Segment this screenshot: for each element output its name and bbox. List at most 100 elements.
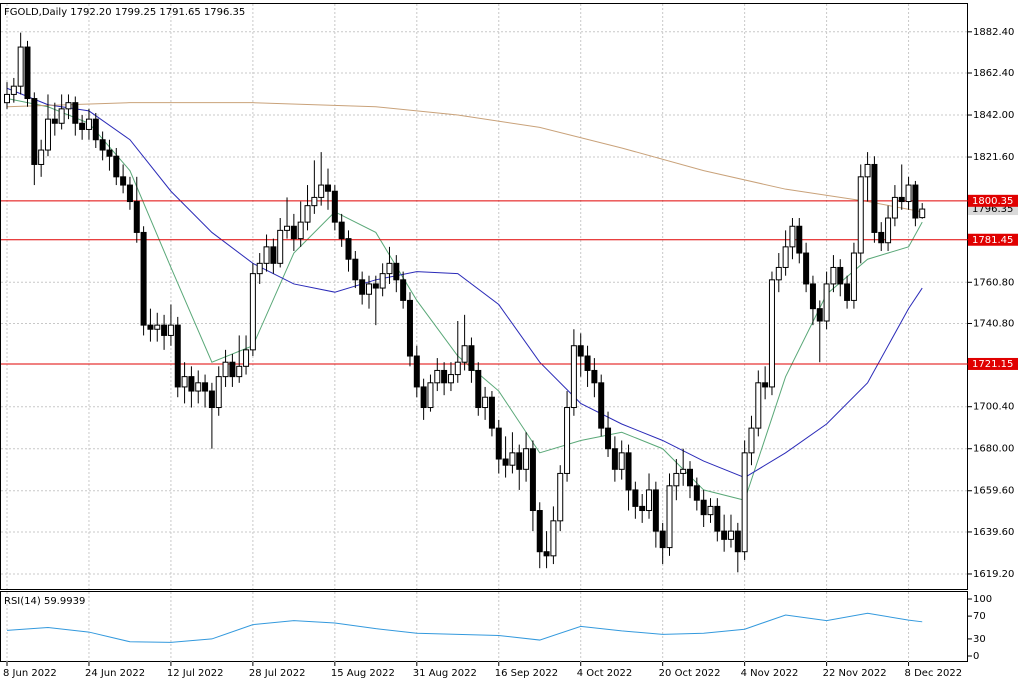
candle-body [406,299,413,357]
candle-body [249,273,256,351]
candle-body [72,102,79,124]
candle-body [427,382,434,409]
rsi-line [6,612,923,643]
x-tick-label: 4 Nov 2022 [741,668,799,679]
candle-body [550,520,557,557]
candle-body [591,369,598,384]
candle-body [243,349,250,367]
moving-average [6,102,923,213]
candle-body [17,46,24,87]
candle-body [516,452,523,470]
candle-body [529,448,536,512]
candle-body [447,374,454,384]
candle-body [386,262,393,275]
candle-body [618,452,625,470]
candle-body [420,386,427,409]
candle-body [202,382,209,392]
level-label: 1800.35 [972,196,1013,207]
candle-body [167,324,174,336]
candle-body [762,382,769,388]
candle-body [277,229,284,264]
candle-body [721,530,728,540]
y-tick-label: 1882.40 [973,27,1014,38]
candle-body [488,396,495,429]
rsi-tick-label: 30 [973,634,986,645]
x-tick-label: 22 Nov 2022 [823,668,887,679]
candle-body [113,155,120,178]
level-label-box [968,194,1018,207]
candle-body [181,376,188,388]
candle-body [359,279,366,295]
candle-body [338,221,345,240]
candle-body [372,283,379,289]
candle-body [318,184,325,198]
y-tick-label: 1680.00 [973,444,1014,455]
candle-body [393,262,400,281]
candle-body [625,452,632,491]
candle-body [331,190,338,223]
candle-body [857,176,864,254]
candle-body [4,93,10,104]
candle-body [652,489,659,532]
candle-body [10,85,17,95]
rsi-tick-label: 100 [973,594,992,605]
candle-body [885,217,892,244]
candle-body [441,369,448,384]
candle-body [543,551,550,557]
candle-body [898,196,905,203]
candle-body [270,246,277,264]
candle-body [222,361,229,378]
level-label-box [968,357,1018,370]
candle-body [120,176,127,186]
candle-body [816,308,823,322]
level-label-box [968,233,1018,246]
y-tick-label: 1639.60 [973,527,1014,538]
level-label: 1781.45 [972,235,1013,246]
candle-body [400,279,407,301]
candle-body [837,266,844,285]
candle-body [236,365,243,378]
candle-body [700,499,707,516]
chart-title: FGOLD,Daily 1792.20 1799.25 1791.65 1796… [4,7,245,18]
candle-body [639,505,646,512]
candle-body [727,530,734,540]
candle-body [734,530,741,553]
candle-body [564,407,571,474]
candle-body [823,283,830,322]
y-tick-label: 1700.40 [973,402,1014,413]
candle-body [646,489,653,512]
candle-body [707,505,714,516]
candle-body [79,122,86,130]
last-price-label: 1796.35 [972,204,1013,215]
candle-body [297,221,304,240]
candle-body [891,196,898,219]
candle-body [161,324,168,336]
candle-body [58,108,65,124]
candle-body [208,390,215,409]
candle-body [133,201,140,233]
candle-body [775,266,782,281]
candle-body [577,345,584,357]
candle-body [611,448,618,470]
x-tick-label: 16 Sep 2022 [495,668,558,679]
candle-body [174,324,181,388]
candle-body [495,427,502,460]
candle-body [871,163,878,233]
candle-body [352,258,359,281]
y-tick-label: 1659.60 [973,486,1014,497]
x-tick-label: 31 Aug 2022 [413,668,477,679]
candle-body [99,139,106,151]
candle-body [51,118,58,124]
candle-body [44,118,51,151]
candle-body [598,382,605,429]
candle-body [24,46,31,100]
candle-body [38,149,45,165]
candle-body [878,231,885,244]
candle-body [605,427,612,450]
candle-body [755,382,762,429]
candle-body [741,452,748,553]
candle-body [748,427,755,454]
y-tick-label: 1760.80 [973,277,1014,288]
candle-body [92,118,99,141]
